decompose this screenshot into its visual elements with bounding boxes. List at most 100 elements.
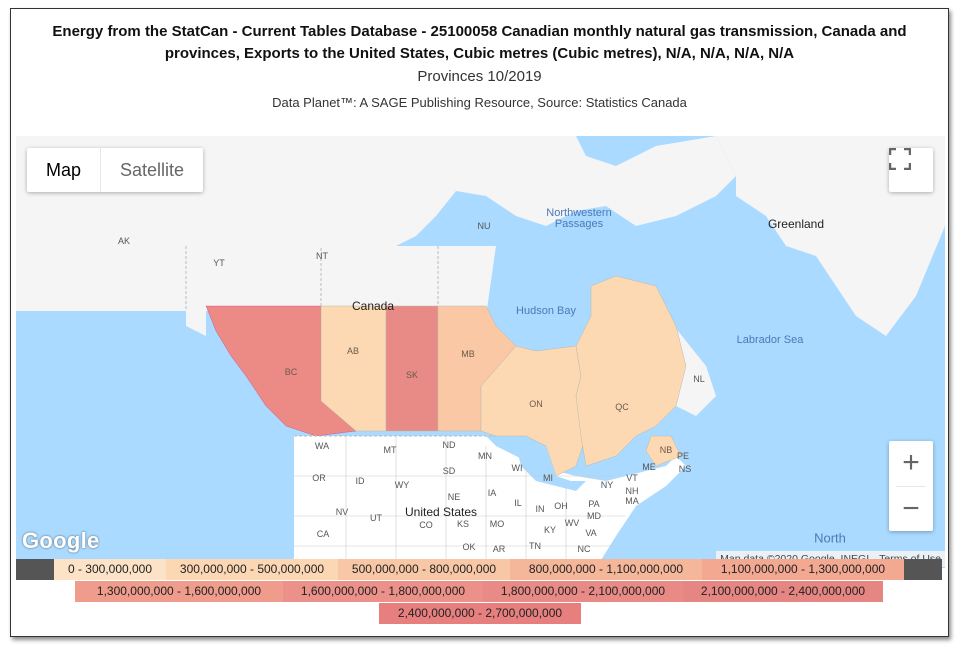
legend-item-7: 1,600,000,000 - 1,800,000,000 <box>283 581 483 602</box>
label-on: ON <box>529 399 543 409</box>
province-ab <box>320 305 387 432</box>
label-united-states: United States <box>404 505 478 519</box>
label-or: OR <box>312 473 326 483</box>
label-nh: NH <box>625 486 639 496</box>
label-mb: MB <box>461 349 475 359</box>
zoom-in-button[interactable]: + <box>902 446 920 480</box>
chart-source: Data Planet™: A SAGE Publishing Resource… <box>272 95 687 110</box>
chart-subtitle: Provinces 10/2019 <box>417 68 542 85</box>
province-nb <box>645 435 682 467</box>
zoom-out-button[interactable]: − <box>902 491 920 525</box>
label-ky: KY <box>543 525 557 535</box>
province-on <box>480 345 587 477</box>
border-lines <box>185 246 496 437</box>
landmass-north-canada <box>186 246 496 316</box>
legend-item-3: 500,000,000 - 800,000,000 <box>338 559 510 580</box>
zoom-control: + − <box>889 441 933 531</box>
label-sk: SK <box>405 370 419 380</box>
label-pa: PA <box>588 499 600 509</box>
hudson-bay <box>496 286 591 351</box>
label-ut: UT <box>370 513 382 523</box>
label-nw-passages-2: Passages <box>554 218 604 230</box>
label-wa: WA <box>314 441 330 451</box>
label-mi: MI <box>543 473 553 483</box>
label-canada: Canada <box>351 299 395 313</box>
label-sd: SD <box>442 466 456 476</box>
google-logo: Google <box>22 528 100 553</box>
label-north: North <box>814 530 846 546</box>
label-ny: NY <box>600 480 614 490</box>
label-ar: AR <box>492 544 506 554</box>
label-md: MD <box>587 511 601 521</box>
province-qc <box>575 275 687 467</box>
label-ok: OK <box>462 542 476 552</box>
label-ks: KS <box>456 519 470 529</box>
great-lakes <box>516 446 586 491</box>
label-nb: NB <box>659 445 673 455</box>
province-sk <box>385 305 439 432</box>
label-nc: NC <box>577 544 591 554</box>
landmass-usa <box>294 436 686 568</box>
label-hudson-bay: Hudson Bay <box>516 305 576 317</box>
label-me: ME <box>642 462 656 472</box>
label-wi: WI <box>511 463 523 473</box>
legend-item-5: 1,100,000,000 - 1,300,000,000 <box>702 559 904 580</box>
label-ca: CA <box>316 529 330 539</box>
label-ma: MA <box>625 496 639 506</box>
legend-item-10: 2,400,000,000 - 2,700,000,000 <box>379 603 581 624</box>
legend-item-4: 800,000,000 - 1,100,000,000 <box>510 559 702 580</box>
label-pe: PE <box>676 451 690 461</box>
label-il: IL <box>514 498 522 508</box>
landmass-arctic-islands <box>396 136 736 226</box>
label-wv: WV <box>564 518 580 528</box>
label-ns: NS <box>678 464 692 474</box>
landmass-alaska <box>16 311 206 336</box>
zoom-divider <box>896 485 926 487</box>
legend-swatch-left <box>16 559 54 580</box>
label-nv: NV <box>335 507 349 517</box>
label-qc: QC <box>615 402 629 412</box>
us-state-borders <box>294 436 626 568</box>
label-mt: MT <box>383 445 397 455</box>
label-vt: VT <box>626 473 638 483</box>
map-type-satellite-button[interactable]: Satellite <box>100 148 203 192</box>
label-nu: NU <box>477 221 491 231</box>
label-va: VA <box>585 528 597 538</box>
label-bc: BC <box>284 367 298 377</box>
label-ak: AK <box>117 236 131 246</box>
fullscreen-icon <box>889 148 911 170</box>
label-in: IN <box>535 504 545 514</box>
landmass-greenland <box>716 136 945 336</box>
label-yt: YT <box>213 258 225 268</box>
label-labrador-sea: Labrador Sea <box>736 334 804 346</box>
label-mo: MO <box>489 519 505 529</box>
label-oh: OH <box>554 501 568 511</box>
map-type-map-button[interactable]: Map <box>46 160 82 180</box>
legend-swatch-right <box>904 559 942 580</box>
label-tn: TN <box>529 541 541 551</box>
map-svg <box>16 136 945 568</box>
label-mn: MN <box>478 451 492 461</box>
map-type-control: Map Satellite <box>27 148 204 192</box>
label-nd: ND <box>442 440 456 450</box>
title-line-2: provinces, Exports to the United States,… <box>164 45 795 62</box>
chart-title: Energy from the StatCan - Current Tables… <box>11 21 948 65</box>
legend-item-8: 1,800,000,000 - 2,100,000,000 <box>483 581 683 602</box>
label-ia: IA <box>487 488 497 498</box>
label-co: CO <box>419 520 433 530</box>
legend-item-2: 300,000,000 - 500,000,000 <box>166 559 338 580</box>
label-greenland: Greenland <box>767 217 825 231</box>
chart-frame: Energy from the StatCan - Current Tables… <box>10 8 949 637</box>
label-nl: NL <box>693 374 705 384</box>
label-ne: NE <box>447 492 461 502</box>
label-id: ID <box>355 476 365 486</box>
legend-item-9: 2,100,000,000 - 2,400,000,000 <box>683 581 883 602</box>
label-nt: NT <box>316 251 328 261</box>
label-ab: AB <box>346 346 360 356</box>
map-canvas[interactable]: Map Satellite + − Google Map data ©2020 … <box>16 136 945 568</box>
label-wy: WY <box>394 480 410 490</box>
fullscreen-button[interactable] <box>889 148 933 192</box>
title-line-1: Energy from the StatCan - Current Tables… <box>52 23 907 40</box>
legend-item-6: 1,300,000,000 - 1,600,000,000 <box>75 581 283 602</box>
legend-item-1: 0 - 300,000,000 <box>54 559 166 580</box>
